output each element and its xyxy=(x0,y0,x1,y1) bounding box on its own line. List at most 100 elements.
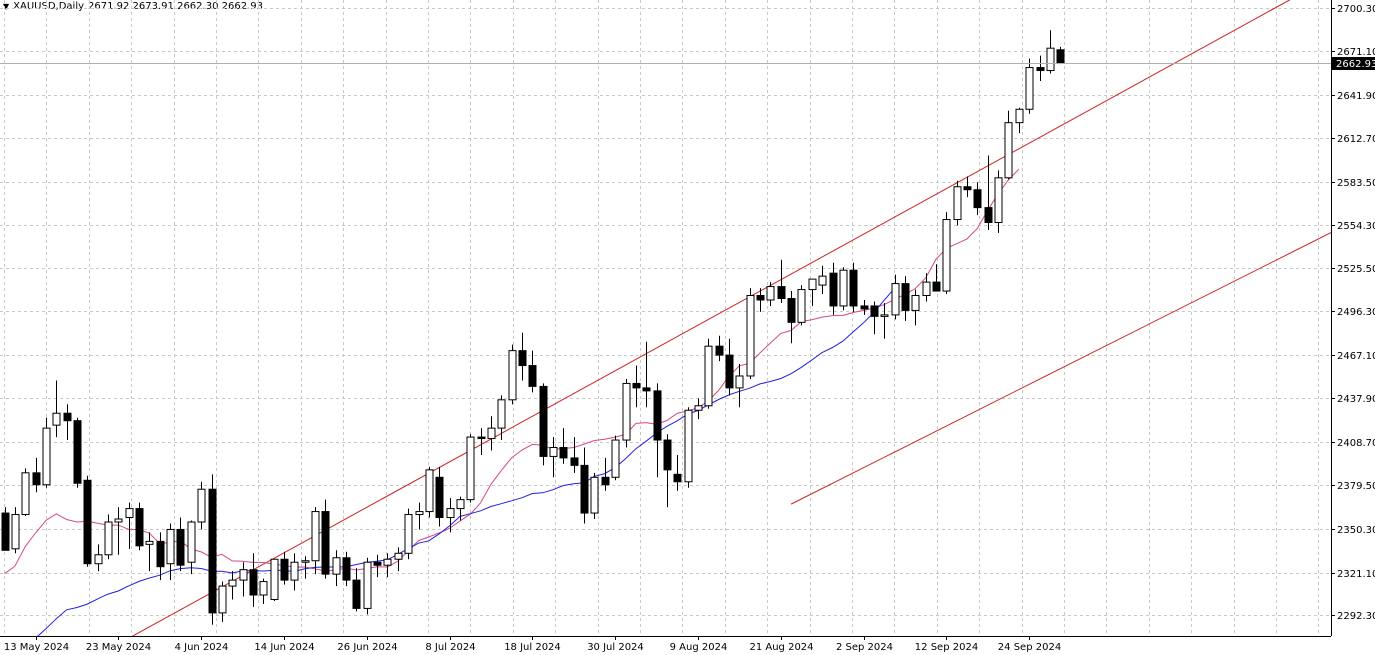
candle-body-bull xyxy=(839,269,848,307)
candle xyxy=(1015,107,1024,134)
candle xyxy=(218,581,227,622)
candle xyxy=(870,301,879,335)
candle-body-bull xyxy=(994,177,1003,224)
candle xyxy=(860,299,869,315)
symbol-timeframe: XAUUSD,Daily xyxy=(13,1,85,12)
candle xyxy=(611,435,620,481)
candle xyxy=(570,437,579,473)
candle xyxy=(973,182,982,216)
price-axis: 2700.30 2671.10 2641.90 2612.70 2583.50 2554.… xyxy=(1331,4,1375,622)
candle xyxy=(239,562,248,597)
candle xyxy=(42,417,51,488)
candle xyxy=(321,499,330,579)
candle xyxy=(528,350,537,393)
candle-body-bull xyxy=(228,579,237,587)
moving-average-slow xyxy=(37,287,895,636)
candle xyxy=(363,557,372,615)
candle-body-bear xyxy=(518,350,527,367)
candle xyxy=(673,454,682,491)
candle-body-bull xyxy=(487,427,496,440)
candle xyxy=(715,335,724,362)
candle xyxy=(332,550,341,587)
candle xyxy=(622,378,631,448)
candle xyxy=(415,502,424,530)
candle-body-bull xyxy=(497,399,506,429)
candle-body-bear xyxy=(601,476,610,486)
candle-body-bull xyxy=(270,558,279,600)
candle-body-bear xyxy=(477,436,486,440)
dropdown-triangle-icon[interactable]: ▼ xyxy=(3,2,10,11)
candle xyxy=(197,481,206,530)
candle-body-bull xyxy=(290,561,299,581)
candle xyxy=(1,507,10,551)
price-tick-label: 2496.30 xyxy=(1337,307,1375,318)
candle-body-bear xyxy=(1,512,10,551)
candle xyxy=(559,428,568,464)
candle xyxy=(922,273,931,302)
candle-body-bear xyxy=(83,479,92,565)
candle xyxy=(653,383,662,478)
candle-body-bear xyxy=(63,412,72,422)
candle-body-bear xyxy=(756,295,765,301)
candle-body-bear xyxy=(580,464,589,514)
candle xyxy=(280,551,289,585)
price-tick-label: 2525.50 xyxy=(1337,264,1375,275)
price-tick-label: 2641.90 xyxy=(1337,91,1375,102)
candle-body-bear xyxy=(559,446,568,459)
price-tick-label: 2379.50 xyxy=(1337,481,1375,492)
candle-body-bull xyxy=(145,540,154,545)
candle-body-bull xyxy=(42,427,51,486)
candle-body-bull xyxy=(590,476,599,514)
candle xyxy=(11,507,20,554)
candle-body-bull xyxy=(1046,47,1055,72)
channel-line xyxy=(790,232,1331,505)
candle-body-bull xyxy=(218,585,227,614)
candle xyxy=(114,507,123,555)
candle-body-bull xyxy=(239,569,248,581)
candle xyxy=(901,276,910,321)
candle xyxy=(208,474,217,625)
candle-body-bear xyxy=(1056,49,1065,64)
candle xyxy=(373,554,382,578)
candle-body-bear xyxy=(135,508,144,547)
candle-body-bear xyxy=(777,286,786,299)
candle xyxy=(456,496,465,521)
time-tick-label: 18 Jul 2024 xyxy=(504,642,561,653)
candle-body-bear xyxy=(528,365,537,387)
candle-body-bull xyxy=(818,275,827,286)
candle-body-bull xyxy=(1015,108,1024,124)
candle-body-bear xyxy=(632,382,641,389)
candle xyxy=(942,212,951,295)
candle-body-bull xyxy=(52,412,61,426)
candle-body-bear xyxy=(208,488,217,614)
candle-body-bear xyxy=(539,385,548,457)
candle-body-bull xyxy=(622,382,631,441)
candle-body-bear xyxy=(570,457,579,466)
candle xyxy=(228,571,237,600)
candle-body-bear xyxy=(321,511,330,575)
candle-body-bear xyxy=(663,439,672,471)
candle xyxy=(52,380,61,438)
candle xyxy=(725,338,734,396)
candle-body-bull xyxy=(922,281,931,297)
candle xyxy=(549,437,558,478)
candle xyxy=(818,265,827,295)
candle xyxy=(487,416,496,451)
candle xyxy=(642,341,651,408)
candle xyxy=(1025,58,1034,114)
candle xyxy=(797,285,806,326)
candle xyxy=(746,288,755,379)
time-tick-label: 12 Sep 2024 xyxy=(915,642,978,653)
candle-body-bull xyxy=(94,554,103,565)
last-price-label: 2662.93 xyxy=(1336,59,1375,70)
candle xyxy=(290,553,299,591)
candle-body-bear xyxy=(901,283,910,311)
candle xyxy=(404,508,413,560)
time-tick-label: 9 Aug 2024 xyxy=(670,642,728,653)
grid xyxy=(0,0,1332,637)
candle-body-bear xyxy=(32,472,41,486)
candle xyxy=(1004,110,1013,180)
price-tick-label: 2321.10 xyxy=(1337,569,1375,580)
candle xyxy=(497,395,506,441)
